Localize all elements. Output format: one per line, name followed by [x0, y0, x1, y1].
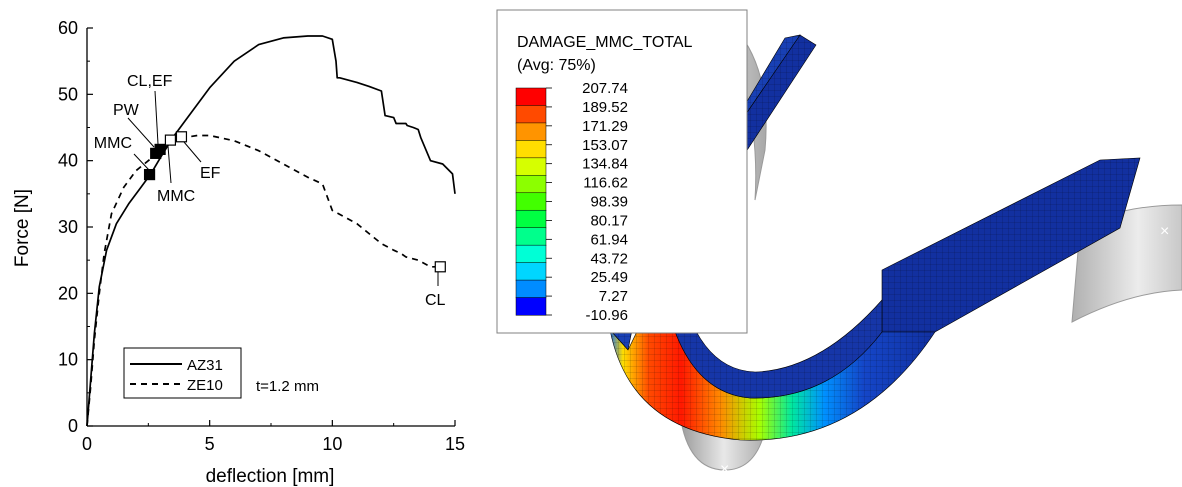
marker-label: MMC: [157, 188, 195, 205]
colorbar-cell: [515, 175, 547, 194]
colorbar-cell: [515, 297, 547, 316]
colorbar-value: -10.96: [585, 307, 628, 324]
colorbar-value: 134.84: [582, 156, 628, 173]
colorbar-cell: [515, 157, 547, 176]
thickness-annotation: t=1.2 mm: [256, 378, 319, 395]
marker-ze10-ef: [175, 131, 188, 143]
holder-marker-icon: ×: [1160, 223, 1169, 240]
colorbar-value: 80.17: [590, 212, 628, 229]
colorbar-value: 171.29: [582, 118, 628, 135]
colorbar-cell: [515, 279, 547, 299]
marker-label: PW: [113, 102, 140, 119]
colorbar-cell: [515, 227, 547, 246]
colorbar-cell: [515, 192, 547, 211]
force-deflection-chart: 0 5 10 15 0 10 20 30 40 50 60 MMC PW CL,EF MMC EF CL de…: [12, 18, 465, 487]
series-line-ze10: [86, 134, 443, 427]
marker-leader-line: [133, 153, 150, 171]
damage-legend-title: DAMAGE_MMC_TOTAL: [517, 34, 693, 51]
marker-leader-line: [154, 90, 159, 145]
damage-legend-subtitle: (Avg: 75%): [517, 57, 596, 74]
marker-label: EF: [200, 165, 221, 182]
marker-leader-line: [183, 141, 202, 163]
y-axis-title: Force [N]: [12, 189, 33, 267]
colorbar-value: 189.52: [582, 99, 628, 116]
colorbar-cell: [515, 244, 547, 264]
colorbar-cell: [515, 262, 547, 281]
fem-damage-model: × × × DAMAGE_MMC_TOTAL (Avg: 75%) 207.74…: [496, 9, 1182, 478]
colorbar-value: 61.94: [590, 231, 628, 248]
colorbar-value: 153.07: [582, 137, 628, 154]
colorbar-value: 207.74: [582, 80, 628, 97]
colorbar-value: 25.49: [590, 269, 628, 286]
marker-az31-cl-ef: [154, 143, 166, 155]
marker-label: CL: [425, 292, 446, 309]
marker-leader-line: [127, 117, 155, 148]
x-tick-label: 5: [205, 434, 215, 454]
y-tick-label: 60: [58, 18, 78, 38]
y-tick-label: 20: [58, 283, 78, 303]
y-tick-label: 40: [58, 151, 78, 171]
specimen-right-arm-mesh: [882, 158, 1140, 332]
colorbar-cells: [515, 87, 547, 316]
marker-layer: MMC PW CL,EF MMC EF CL: [94, 73, 446, 309]
damage-legend: DAMAGE_MMC_TOTAL (Avg: 75%) 207.74 189.52…: [496, 9, 748, 334]
colorbar-value: 98.39: [590, 194, 628, 211]
x-tick-label: 10: [322, 434, 342, 454]
holder-marker-icon: ×: [720, 461, 729, 478]
chart-legend: AZ31 ZE10: [123, 347, 242, 399]
colorbar-labels: 207.74 189.52 171.29 153.07 134.84 116.62 98.3…: [546, 80, 628, 324]
colorbar-value: 7.27: [599, 288, 628, 305]
y-tick-label: 10: [58, 350, 78, 370]
colorbar-cell: [515, 105, 547, 124]
marker-az31-mmc: [143, 168, 156, 181]
specimen-bend-mesh: [610, 280, 935, 441]
colorbar-value: 116.62: [583, 175, 628, 192]
y-tick-label: 0: [68, 416, 78, 436]
marker-label: MMC: [94, 135, 132, 152]
legend-box: [123, 347, 242, 399]
marker-label: CL,EF: [127, 73, 173, 90]
colorbar-value: 43.72: [590, 250, 628, 267]
colorbar-cell: [515, 87, 547, 107]
x-tick-label: 0: [82, 434, 92, 454]
colorbar-cell: [515, 140, 547, 159]
colorbar-cell: [515, 122, 547, 141]
chart-axes: 0 5 10 15 0 10 20 30 40 50 60: [58, 18, 465, 454]
x-tick-label: 15: [445, 434, 465, 454]
legend-label-az31: AZ31: [187, 357, 223, 374]
colorbar-cell: [515, 209, 547, 229]
y-tick-label: 50: [58, 84, 78, 104]
series-layer: [86, 35, 456, 427]
series-line-az31: [86, 35, 456, 427]
marker-ze10-cl: [434, 261, 446, 273]
legend-label-ze10: ZE10: [187, 377, 223, 394]
marker-leader-line: [167, 145, 172, 184]
marker-ze10-mmc: [164, 134, 177, 146]
x-axis-title: deflection [mm]: [206, 466, 335, 487]
y-tick-label: 30: [58, 217, 78, 237]
